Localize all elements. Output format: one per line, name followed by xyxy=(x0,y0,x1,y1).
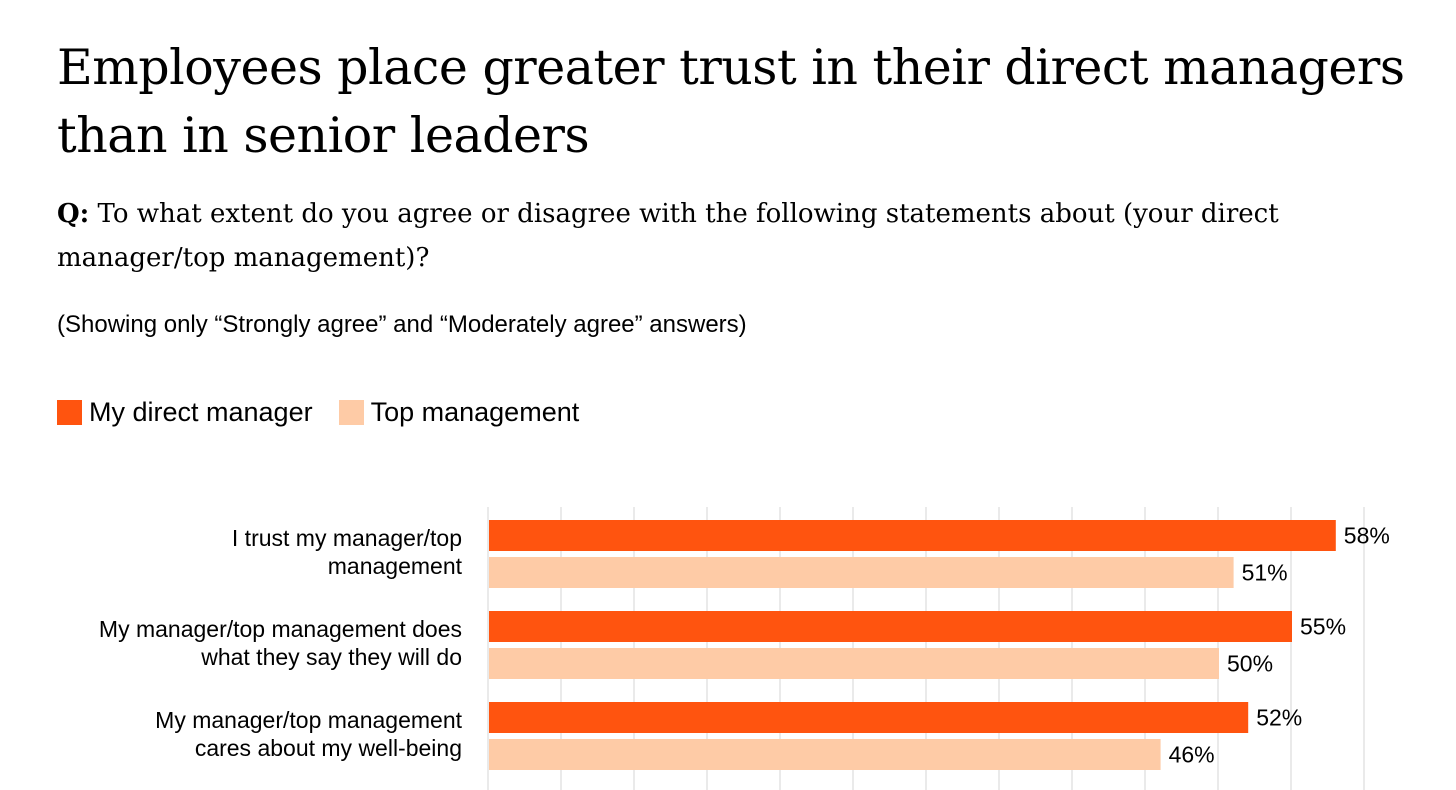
data-label: 55% xyxy=(1300,614,1346,640)
bar-top-management xyxy=(489,739,1161,770)
data-label: 50% xyxy=(1227,651,1273,677)
data-label: 58% xyxy=(1344,523,1390,549)
bar-top-management xyxy=(489,557,1234,588)
bar-direct-manager xyxy=(489,520,1336,551)
data-label: 46% xyxy=(1169,742,1215,768)
bar-direct-manager xyxy=(489,702,1249,733)
legend-item-direct-manager: My direct manager xyxy=(57,394,313,430)
category-label: My manager/top management does what they … xyxy=(99,616,462,670)
legend-label-top-management: Top management xyxy=(370,397,580,427)
legend-swatch-top-management xyxy=(338,399,364,425)
category-label: My manager/top management cares about my … xyxy=(155,707,462,761)
data-label: 51% xyxy=(1242,560,1288,586)
category-label: I trust my manager/top management xyxy=(232,525,463,579)
bar-top-management xyxy=(489,648,1219,679)
question-text: To what extent do you agree or disagree … xyxy=(57,199,1279,273)
chart-title: Employees place greater trust in their d… xyxy=(57,39,1405,164)
question-prefix: Q: xyxy=(57,199,90,229)
legend: My direct manager Top management xyxy=(57,394,605,430)
legend-swatch-direct-manager xyxy=(57,399,82,425)
survey-question: Q: To what extent do you agree or disagr… xyxy=(57,192,1407,280)
bar-direct-manager xyxy=(489,611,1292,642)
legend-label-direct-manager: My direct manager xyxy=(89,397,313,427)
legend-item-top-management: Top management xyxy=(338,394,580,430)
data-label: 52% xyxy=(1256,705,1302,731)
chart-note: (Showing only “Strongly agree” and “Mode… xyxy=(57,311,747,338)
